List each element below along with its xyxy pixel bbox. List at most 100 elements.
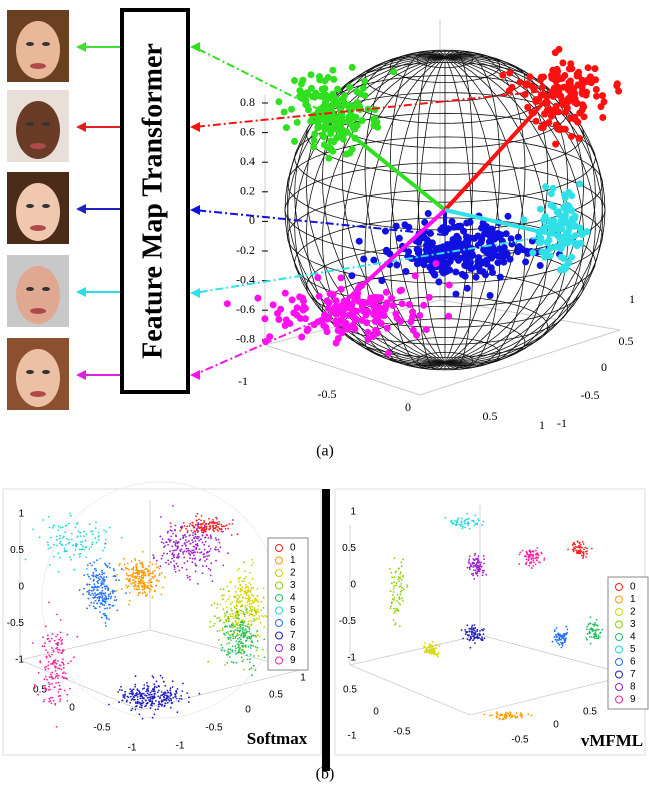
feature-point: [283, 125, 289, 131]
feature-point: [322, 78, 328, 84]
embedding-point: [246, 594, 248, 596]
embedding-point: [59, 557, 61, 559]
embedding-point: [243, 659, 245, 661]
embedding-point: [235, 650, 237, 652]
feature-point: [500, 72, 506, 78]
embedding-point: [249, 610, 251, 612]
embedding-point: [129, 693, 131, 695]
embedding-point: [76, 523, 78, 525]
feature-point: [523, 259, 529, 265]
embedding-point: [61, 661, 63, 663]
legend-label: 9: [290, 655, 296, 666]
embedding-point: [477, 571, 479, 573]
z-tick-label: 0.8: [240, 95, 255, 109]
embedding-point: [205, 527, 207, 529]
embedding-point: [65, 673, 67, 675]
embedding-point: [251, 559, 253, 561]
feature-point: [562, 126, 568, 132]
feature-point: [421, 302, 427, 308]
embedding-point: [162, 538, 164, 540]
embedding-point: [256, 649, 258, 651]
embedding-point: [104, 579, 106, 581]
embedding-point: [474, 637, 476, 639]
embedding-point: [251, 674, 253, 676]
embedding-point: [535, 563, 537, 565]
embedding-point: [160, 675, 162, 677]
embedding-point: [243, 624, 245, 626]
embedding-point: [497, 717, 499, 719]
feature-point: [365, 329, 371, 335]
embedding-point: [234, 638, 236, 640]
embedding-point: [184, 543, 186, 545]
embedding-point: [253, 595, 255, 597]
embedding-point: [399, 586, 401, 588]
embedding-point: [60, 527, 62, 529]
embedding-point: [94, 568, 96, 570]
embedding-point: [173, 560, 175, 562]
embedding-point: [177, 548, 179, 550]
embedding-point: [535, 550, 537, 552]
embedding-point: [51, 683, 53, 685]
embedding-point: [427, 646, 429, 648]
embedding-point: [162, 677, 164, 679]
embedding-point: [175, 535, 177, 537]
embedding-point: [178, 700, 180, 702]
embedding-point: [202, 565, 204, 567]
embedding-point: [200, 520, 202, 522]
embedding-point: [198, 519, 200, 521]
embedding-point: [89, 523, 91, 525]
embedding-point: [237, 633, 239, 635]
y-tick-label: -1: [176, 741, 185, 752]
embedding-point: [139, 706, 141, 708]
y-tick-label: 1: [300, 673, 306, 684]
embedding-point: [48, 548, 50, 550]
embedding-point: [225, 621, 227, 623]
embedding-point: [93, 579, 95, 581]
feature-point: [276, 317, 282, 323]
embedding-point: [199, 693, 201, 695]
embedding-point: [85, 546, 87, 548]
embedding-point: [474, 554, 476, 556]
embedding-point: [527, 713, 529, 715]
embedding-point: [189, 557, 191, 559]
z-tick-label: 0.2: [240, 184, 255, 198]
embedding-point: [143, 684, 145, 686]
feature-point: [459, 271, 465, 277]
feature-point: [311, 144, 317, 150]
embedding-point: [92, 586, 94, 588]
feature-point: [567, 86, 573, 92]
embedding-point: [53, 524, 55, 526]
embedding-point: [592, 628, 594, 630]
embedding-point: [195, 571, 197, 573]
embedding-point: [599, 632, 601, 634]
embedding-point: [86, 608, 88, 610]
feature-point: [527, 74, 533, 80]
embedding-point: [473, 562, 475, 564]
embedding-point: [126, 701, 128, 703]
embedding-point: [250, 620, 252, 622]
embedding-point: [218, 539, 220, 541]
embedding-point: [245, 612, 247, 614]
embedding-point: [129, 581, 131, 583]
embedding-point: [94, 583, 96, 585]
embedding-point: [196, 565, 198, 567]
embedding-point: [158, 685, 160, 687]
embedding-point: [107, 588, 109, 590]
feature-point: [519, 246, 525, 252]
embedding-point: [469, 528, 471, 530]
embedding-point: [92, 593, 94, 595]
embedding-point: [530, 551, 532, 553]
embedding-point: [528, 558, 530, 560]
embedding-point: [595, 634, 597, 636]
embedding-point: [180, 550, 182, 552]
embedding-point: [244, 592, 246, 594]
embedding-point: [199, 548, 201, 550]
embedding-point: [470, 636, 472, 638]
embedding-point: [152, 675, 154, 677]
embedding-point: [93, 594, 95, 596]
embedding-point: [169, 689, 171, 691]
embedding-point: [48, 516, 50, 518]
embedding-point: [107, 565, 109, 567]
embedding-point: [554, 636, 556, 638]
embedding-point: [593, 625, 595, 627]
